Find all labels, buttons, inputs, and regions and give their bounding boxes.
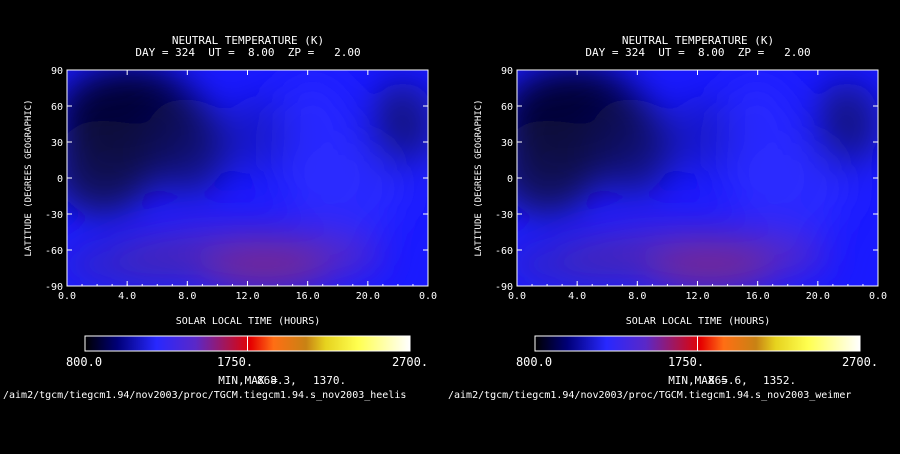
x-tick-label: 4.0 <box>568 291 586 302</box>
x-axis-label: SOLAR LOCAL TIME (HOURS) <box>626 316 771 327</box>
x-axis-label: SOLAR LOCAL TIME (HOURS) <box>176 316 321 327</box>
heatmap-cell <box>200 247 331 286</box>
colorbar-max-label: 2700. <box>392 355 428 369</box>
heatmap-field <box>517 70 878 286</box>
y-axis-label: LATITUDE (DEGREES GEOGRAPHIC) <box>24 99 34 256</box>
x-tick-label: 0.0 <box>508 291 526 302</box>
y-axis: 90 60 30 0 -30 -60 -90 <box>45 66 428 293</box>
y-tick-label: -60 <box>45 246 63 257</box>
colorbar-min-label: 800.0 <box>66 355 102 369</box>
y-tick-label: 60 <box>501 102 513 113</box>
colorbar <box>534 335 861 352</box>
chart-title: NEUTRAL TEMPERATURE (K) <box>172 34 324 47</box>
y-tick-label: 60 <box>51 102 63 113</box>
heatmap-cell <box>305 141 407 237</box>
max-value: 1352. <box>763 374 796 387</box>
y-tick-label: -60 <box>495 246 513 257</box>
heatmap-cell <box>645 247 776 286</box>
panel-left: NEUTRAL TEMPERATURE (K) DAY = 324 UT = 8… <box>24 34 437 387</box>
x-tick-label: 4.0 <box>118 291 136 302</box>
chart-title: NEUTRAL TEMPERATURE (K) <box>622 34 774 47</box>
y-tick-label: 0 <box>507 174 513 185</box>
heatmap-cell <box>814 80 878 168</box>
x-tick-label: 16.0 <box>296 291 320 302</box>
heatmap-cell <box>67 242 219 286</box>
y-tick-label: 30 <box>51 138 63 149</box>
y-tick-label: -90 <box>495 282 513 293</box>
x-tick-label: 20.0 <box>806 291 830 302</box>
x-tick-label: 12.0 <box>235 291 259 302</box>
x-tick-label: 0.0 <box>58 291 76 302</box>
y-tick-label: 90 <box>51 66 63 77</box>
x-tick-label: 8.0 <box>628 291 646 302</box>
heatmap-cell <box>517 242 664 286</box>
colorbar-max-label: 2700. <box>842 355 878 369</box>
x-axis: 0.0 4.0 8.0 12.0 16.0 20.0 0.0 <box>58 70 437 302</box>
y-tick-label: -30 <box>495 210 513 221</box>
y-tick-label: -30 <box>45 210 63 221</box>
chart-subtitle: DAY = 324 UT = 8.00 ZP = 2.00 <box>135 46 360 59</box>
x-tick-label: 16.0 <box>746 291 770 302</box>
max-value: 1370. <box>313 374 346 387</box>
heatmap-cell <box>587 98 675 194</box>
y-axis-label: LATITUDE (DEGREES GEOGRAPHIC) <box>474 99 484 256</box>
x-tick-label: 20.0 <box>356 291 380 302</box>
heatmap-cell <box>517 119 599 215</box>
y-tick-label: 30 <box>501 138 513 149</box>
heatmap-cell <box>67 119 154 215</box>
colorbar-mid-label: 1750. <box>668 355 704 369</box>
heatmap-cell <box>142 98 230 194</box>
file-path-right: /aim2/tgcm/tiegcm1.94/nov2003/proc/TGCM.… <box>448 390 851 401</box>
x-tick-label: 0.0 <box>869 291 887 302</box>
heatmap-cell <box>370 80 428 168</box>
y-tick-label: 90 <box>501 66 513 77</box>
x-axis: 0.0 4.0 8.0 12.0 16.0 20.0 0.0 <box>508 70 887 302</box>
heatmap-cell <box>674 95 732 174</box>
panel-right: NEUTRAL TEMPERATURE (K) DAY = 324 UT = 8… <box>474 34 887 387</box>
colorbar <box>84 335 411 352</box>
x-tick-label: 8.0 <box>178 291 196 302</box>
heatmap-field <box>67 70 428 286</box>
heatmap-cell <box>749 141 851 237</box>
file-path-left: /aim2/tgcm/tiegcm1.94/nov2003/proc/TGCM.… <box>3 390 406 401</box>
heatmap-cell <box>229 95 288 174</box>
min-value: 868.3, <box>257 374 297 387</box>
minmax-label: MIN,MAX = <box>218 374 278 387</box>
x-tick-label: 0.0 <box>419 291 437 302</box>
colorbar-min-label: 800.0 <box>516 355 552 369</box>
min-value: 865.6, <box>708 374 748 387</box>
y-tick-label: -90 <box>45 282 63 293</box>
chart-subtitle: DAY = 324 UT = 8.00 ZP = 2.00 <box>585 46 810 59</box>
y-tick-label: 0 <box>57 174 63 185</box>
minmax-label: MIN,MAX = <box>668 374 728 387</box>
y-axis: 90 60 30 0 -30 -60 -90 <box>495 66 878 293</box>
colorbar-mid-label: 1750. <box>217 355 253 369</box>
x-tick-label: 12.0 <box>685 291 709 302</box>
